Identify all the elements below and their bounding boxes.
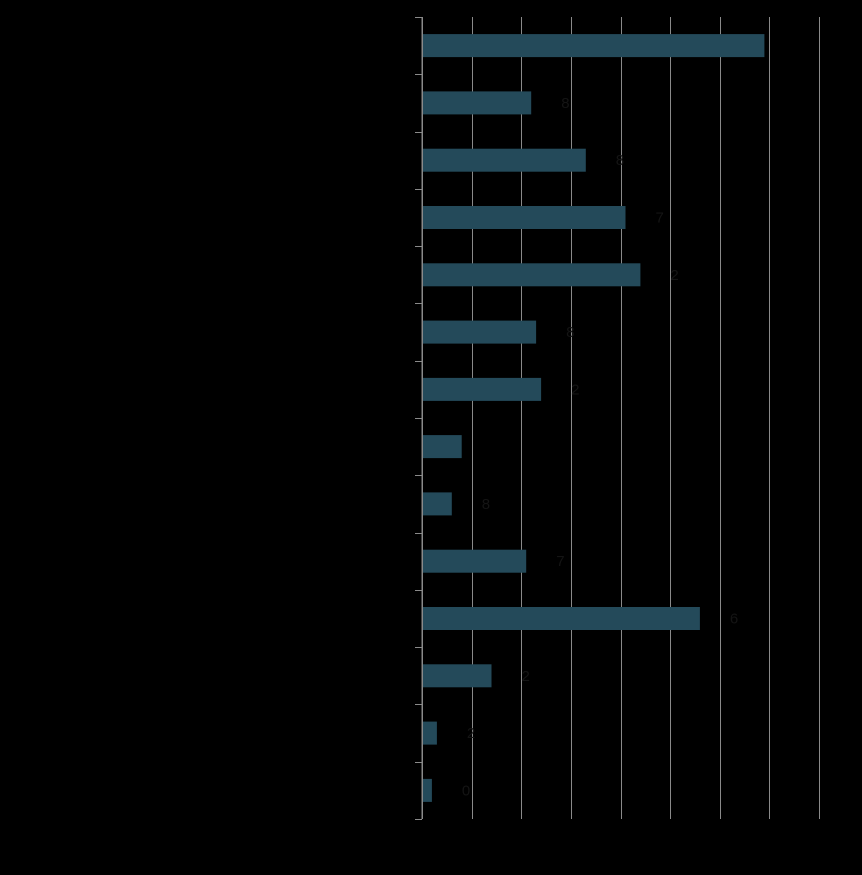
data-label-11: 6 xyxy=(730,611,738,628)
data-label-7: 2 xyxy=(571,381,579,398)
bar-4 xyxy=(423,206,626,229)
data-label-2: 8 xyxy=(561,95,569,112)
bar-7 xyxy=(423,377,542,401)
data-labels: 8 8 7 2 8 2 8 7 6 2 2 0 xyxy=(462,95,738,800)
data-label-9: 8 xyxy=(482,496,490,513)
bar-9 xyxy=(423,492,452,516)
bar-2 xyxy=(423,91,532,115)
bar-12 xyxy=(423,664,492,688)
bar-1 xyxy=(423,34,765,58)
data-label-6: 8 xyxy=(566,324,574,341)
bar-5 xyxy=(423,263,641,287)
data-label-13: 2 xyxy=(467,725,475,742)
bar-6 xyxy=(423,320,537,344)
bar-3 xyxy=(423,148,586,172)
bar-14 xyxy=(423,778,432,802)
bar-11 xyxy=(423,607,700,630)
data-label-12: 2 xyxy=(522,668,530,685)
data-label-4: 7 xyxy=(656,210,664,227)
bars xyxy=(423,34,765,802)
bar-8 xyxy=(423,435,462,459)
category-ticks xyxy=(415,17,422,820)
bar-10 xyxy=(423,549,527,573)
bar-13 xyxy=(423,721,437,745)
data-label-5: 2 xyxy=(670,267,678,284)
data-label-10: 7 xyxy=(556,553,564,570)
data-label-3: 8 xyxy=(616,152,624,169)
data-label-14: 0 xyxy=(462,782,470,799)
